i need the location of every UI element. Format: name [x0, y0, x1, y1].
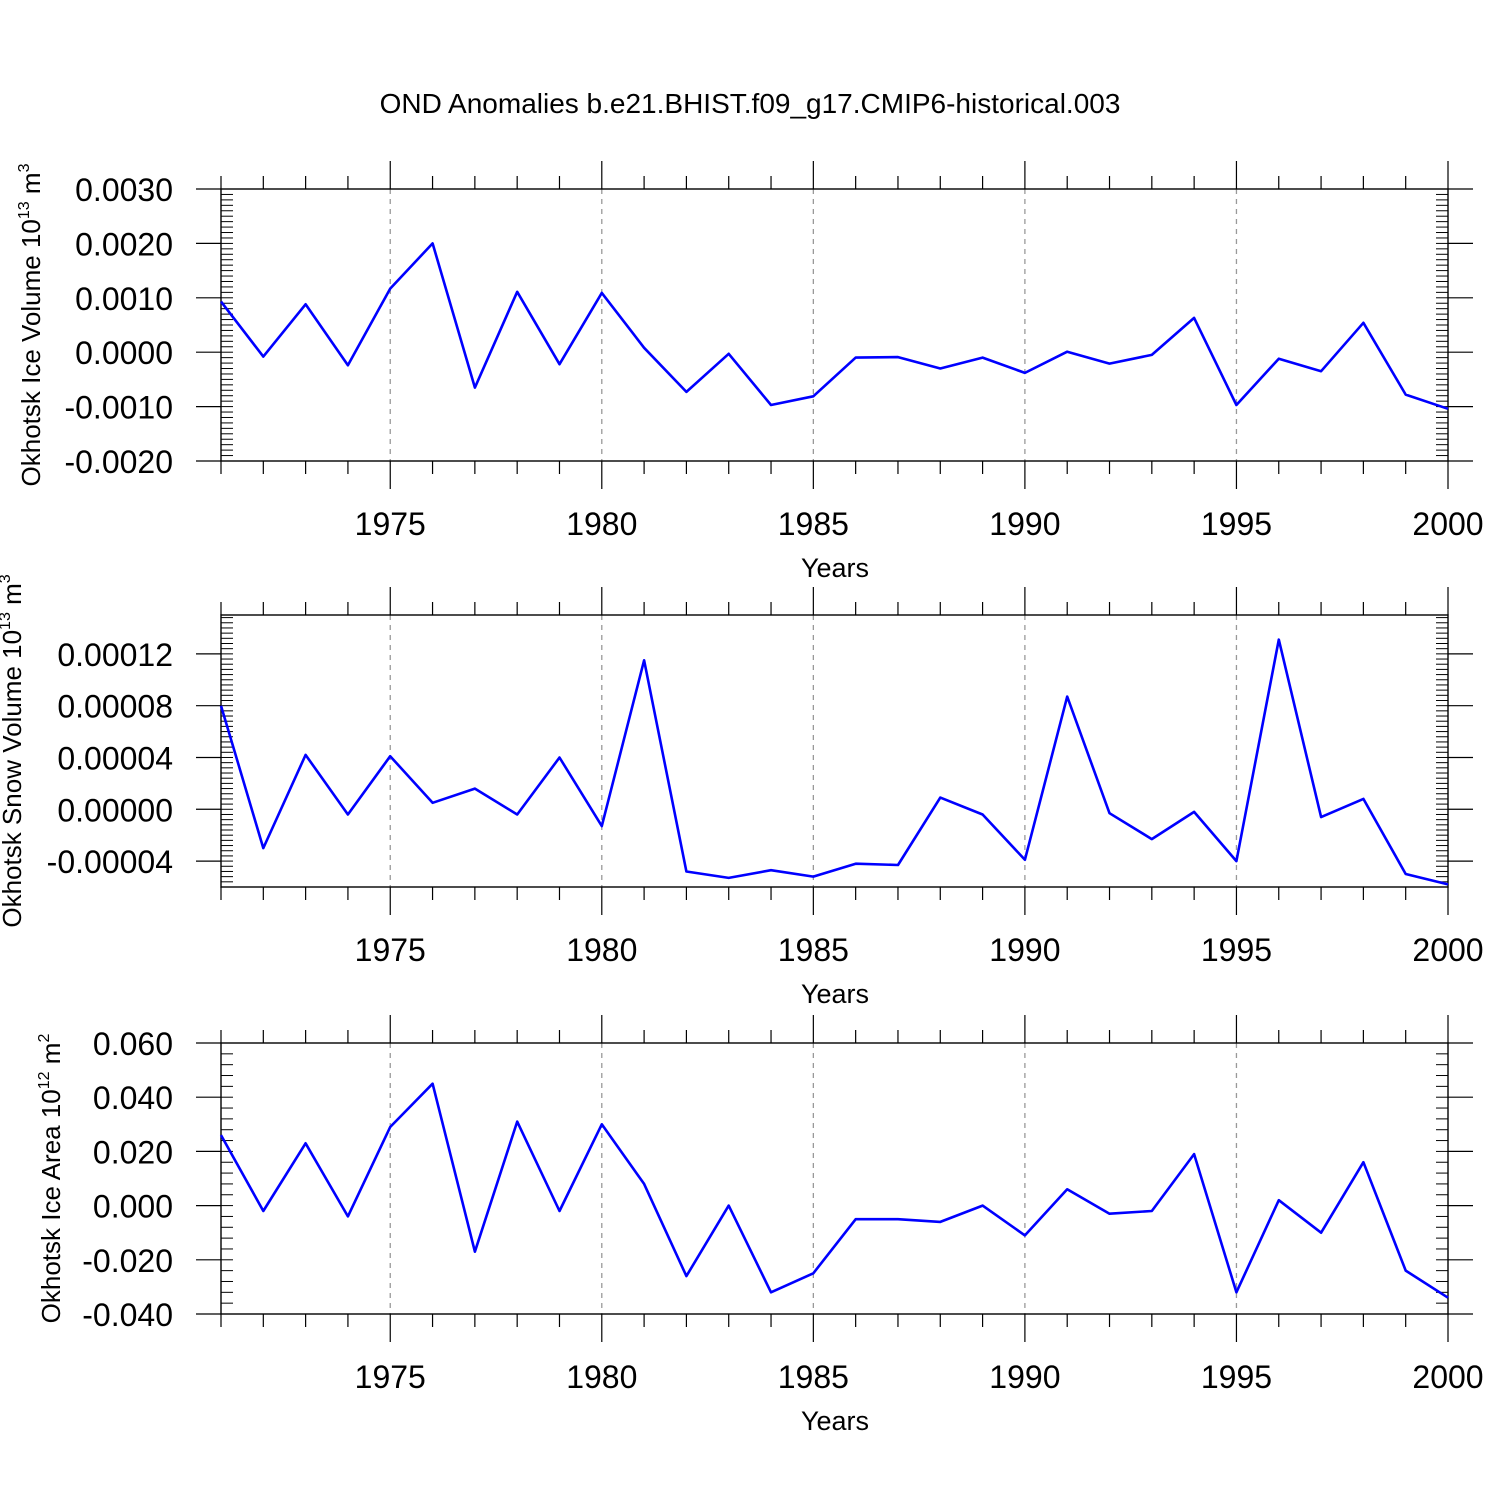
plot-frame [220, 614, 1449, 888]
ice-volume-series-line [219, 242, 1449, 411]
y-tick-label: 0.0010 [75, 281, 173, 317]
y-tick-label: 0.0000 [75, 335, 173, 371]
x-axis-label: Years [801, 979, 869, 1009]
snow-volume-series-line [219, 638, 1449, 886]
x-tick-label: 1975 [355, 932, 426, 968]
y-tick-label: -0.040 [82, 1297, 173, 1333]
x-tick-label: 1990 [989, 932, 1060, 968]
x-tick-label: 2000 [1412, 506, 1483, 542]
y-tick-label: 0.00004 [57, 740, 173, 776]
x-tick-label: 1990 [989, 506, 1060, 542]
x-tick-label: 1990 [989, 1359, 1060, 1395]
ice-area-series-line [219, 1082, 1449, 1299]
ice-volume-panel: -0.0020 -0.0010 0.0000 0.0010 0.0020 0.0030 19… [16, 161, 1484, 583]
y-tick-label: 0.040 [93, 1080, 173, 1116]
x-tick-label: 1980 [566, 1359, 637, 1395]
y-tick-label: 0.060 [93, 1026, 173, 1062]
x-tick-label: 1995 [1201, 1359, 1272, 1395]
x-tick-label: 1985 [778, 1359, 849, 1395]
x-axis-label: Years [801, 1406, 869, 1436]
y-axis-label: Okhotsk Ice Area 1012 m2 [36, 1034, 66, 1324]
y-tick-label: -0.0010 [64, 390, 173, 426]
x-tick-label: 2000 [1412, 1359, 1483, 1395]
x-tick-label: 1995 [1201, 506, 1272, 542]
snow-volume-panel: -0.00004 0.00000 0.00004 0.00008 0.00012 1975… [0, 574, 1484, 1009]
y-tick-label: 0.0030 [75, 172, 173, 208]
x-tick-label: 1980 [566, 506, 637, 542]
x-tick-label: 1980 [566, 932, 637, 968]
chart-title: OND Anomalies b.e21.BHIST.f09_g17.CMIP6-… [380, 88, 1121, 119]
plot-frame [220, 1042, 1449, 1315]
y-axis-label: Okhotsk Ice Volume 1013 m3 [16, 163, 46, 486]
ice-area-panel: -0.040 -0.020 0.000 0.020 0.040 0.060 1975 1980… [36, 1015, 1484, 1436]
y-tick-label: 0.000 [93, 1189, 173, 1225]
plot-frame [220, 188, 1449, 462]
x-tick-label: 1975 [355, 1359, 426, 1395]
x-tick-label: 1975 [355, 506, 426, 542]
y-tick-label: 0.00012 [57, 637, 173, 673]
y-tick-label: 0.00008 [57, 689, 173, 725]
y-axis-label: Okhotsk Snow Volume 1013 m3 [0, 574, 27, 927]
x-tick-label: 1995 [1201, 932, 1272, 968]
y-tick-label: -0.00004 [47, 844, 173, 880]
x-axis-label: Years [801, 553, 869, 583]
y-tick-label: 0.0020 [75, 226, 173, 262]
y-tick-label: 0.00000 [57, 792, 173, 828]
x-tick-label: 1985 [778, 506, 849, 542]
y-tick-label: -0.020 [82, 1243, 173, 1279]
y-tick-label: -0.0020 [64, 444, 173, 480]
y-tick-label: 0.020 [93, 1134, 173, 1170]
x-tick-label: 1985 [778, 932, 849, 968]
x-tick-label: 2000 [1412, 932, 1483, 968]
